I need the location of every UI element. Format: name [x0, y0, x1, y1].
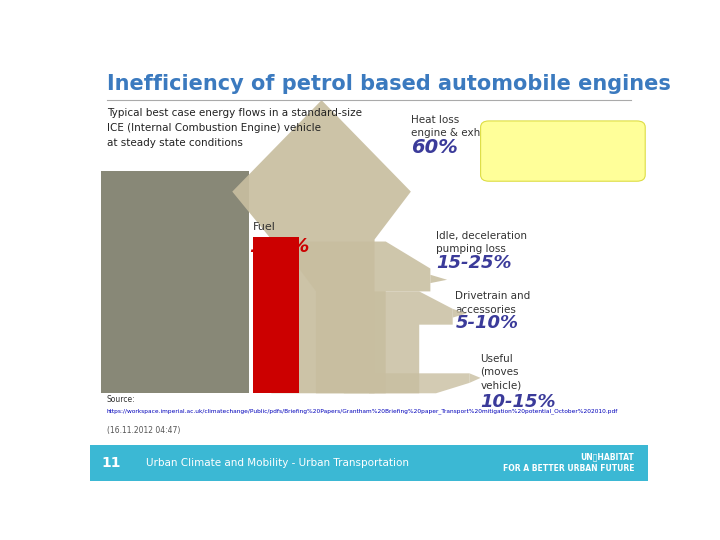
Text: 15-25%: 15-25% [436, 254, 511, 272]
Text: UNⓄHABITAT
FOR A BETTER URBAN FUTURE: UNⓄHABITAT FOR A BETTER URBAN FUTURE [503, 453, 634, 473]
Polygon shape [453, 309, 467, 318]
Polygon shape [431, 275, 447, 283]
Text: 60%: 60% [411, 138, 458, 157]
Text: Source:: Source: [107, 395, 135, 404]
Text: Typical best case energy flows in a standard-size
ICE (Internal Combustion Engin: Typical best case energy flows in a stan… [107, 109, 361, 148]
Bar [253, 238, 299, 393]
Text: Automobiles are
extremely inefficient: Automobiles are extremely inefficient [509, 139, 616, 163]
Text: Heat loss
engine & exhaust: Heat loss engine & exhaust [411, 114, 503, 138]
Text: Urban Climate and Mobility - Urban Transportation: Urban Climate and Mobility - Urban Trans… [145, 458, 409, 468]
Text: 5-10%: 5-10% [456, 314, 518, 332]
Polygon shape [369, 373, 469, 393]
Text: Fuel: Fuel [253, 222, 276, 232]
Text: 100%: 100% [249, 238, 310, 256]
Polygon shape [288, 241, 431, 393]
Text: 11: 11 [101, 456, 121, 470]
Bar [90, 446, 648, 481]
Text: Idle, deceleration
pumping loss: Idle, deceleration pumping loss [436, 231, 527, 254]
Text: Useful
(moves
vehicle): Useful (moves vehicle) [481, 354, 522, 390]
Bar [101, 171, 249, 393]
Text: 10-15%: 10-15% [481, 393, 556, 411]
FancyBboxPatch shape [481, 121, 645, 181]
Polygon shape [322, 292, 453, 393]
Text: Inefficiency of petrol based automobile engines: Inefficiency of petrol based automobile … [107, 73, 670, 93]
Text: (16.11.2012 04:47): (16.11.2012 04:47) [107, 426, 180, 435]
Polygon shape [469, 373, 481, 383]
Polygon shape [233, 100, 411, 393]
Text: https://workspace.imperial.ac.uk/climatechange/Public/pdfs/Briefing%20Papers/Gra: https://workspace.imperial.ac.uk/climate… [107, 408, 618, 414]
Text: Drivetrain and
accessories: Drivetrain and accessories [456, 292, 531, 315]
